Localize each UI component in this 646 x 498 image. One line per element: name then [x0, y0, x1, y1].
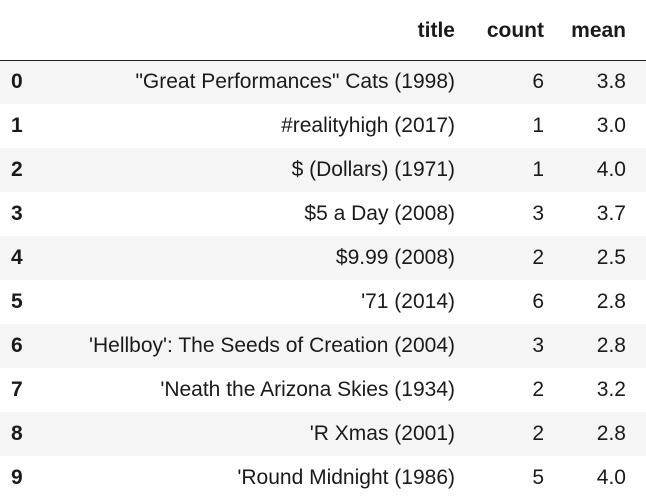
cell-count: 2: [532, 246, 544, 269]
row-index: 5: [11, 290, 23, 313]
table-row: 1 #realityhigh (2017) 1 3.0: [0, 104, 646, 148]
cell-count: 6: [532, 70, 544, 94]
cell-title: $ (Dollars) (1971): [291, 158, 455, 181]
row-index: 6: [11, 334, 23, 357]
cell-mean: 3.2: [596, 378, 626, 401]
cell-title: "Great Performances" Cats (1998): [135, 70, 455, 94]
cell-title: 'Hellboy': The Seeds of Creation (2004): [88, 334, 455, 357]
cell-count: 1: [532, 158, 544, 181]
cell-title: $5 a Day (2008): [304, 202, 455, 225]
cell-title: 'Neath the Arizona Skies (1934): [160, 378, 455, 401]
cell-count: 3: [532, 202, 544, 225]
cell-title: $9.99 (2008): [335, 246, 455, 269]
cell-mean: 4.0: [596, 158, 626, 181]
cell-count: 2: [532, 378, 544, 401]
cell-count: 6: [532, 290, 544, 313]
column-header-count: count: [486, 19, 544, 43]
row-index: 7: [11, 378, 23, 401]
row-index: 2: [11, 158, 23, 181]
row-index: 8: [11, 422, 23, 445]
cell-count: 1: [532, 114, 544, 137]
table-row: 3 $5 a Day (2008) 3 3.7: [0, 192, 646, 236]
row-index: 4: [11, 246, 23, 269]
table-row: 9 'Round Midnight (1986) 5 4.0: [0, 456, 646, 498]
table-row: 2 $ (Dollars) (1971) 1 4.0: [0, 148, 646, 192]
cell-mean: 4.0: [596, 466, 626, 489]
row-index: 0: [11, 70, 23, 94]
column-header-mean: mean: [571, 19, 626, 43]
cell-count: 5: [532, 466, 544, 489]
cell-title: 'R Xmas (2001): [309, 422, 455, 445]
cell-title: 'Round Midnight (1986): [237, 466, 455, 489]
cell-mean: 3.8: [596, 70, 626, 94]
cell-mean: 2.8: [596, 334, 626, 357]
cell-mean: 2.8: [596, 422, 626, 445]
cell-mean: 3.0: [596, 114, 626, 137]
table-row: 4 $9.99 (2008) 2 2.5: [0, 236, 646, 280]
cell-mean: 2.8: [596, 290, 626, 313]
header-row: title count mean: [0, 0, 646, 60]
table-row: 8 'R Xmas (2001) 2 2.8: [0, 412, 646, 456]
cell-count: 2: [532, 422, 544, 445]
cell-title: '71 (2014): [361, 290, 455, 313]
table-header: title count mean: [0, 0, 646, 60]
row-index: 9: [11, 466, 23, 489]
table-row: 7 'Neath the Arizona Skies (1934) 2 3.2: [0, 368, 646, 412]
row-index: 1: [11, 114, 23, 137]
table-row: 6 'Hellboy': The Seeds of Creation (2004…: [0, 324, 646, 368]
cell-mean: 2.5: [596, 246, 626, 269]
cell-mean: 3.7: [596, 202, 626, 225]
column-header-title: title: [417, 19, 455, 43]
cell-count: 3: [532, 334, 544, 357]
table-row: 5 '71 (2014) 6 2.8: [0, 280, 646, 324]
table-row: 0 "Great Performances" Cats (1998) 6 3.8: [0, 60, 646, 104]
table-body: 0 "Great Performances" Cats (1998) 6 3.8…: [0, 60, 646, 498]
index-header: [0, 0, 44, 60]
row-index: 3: [11, 202, 23, 225]
cell-title: #realityhigh (2017): [281, 114, 455, 137]
